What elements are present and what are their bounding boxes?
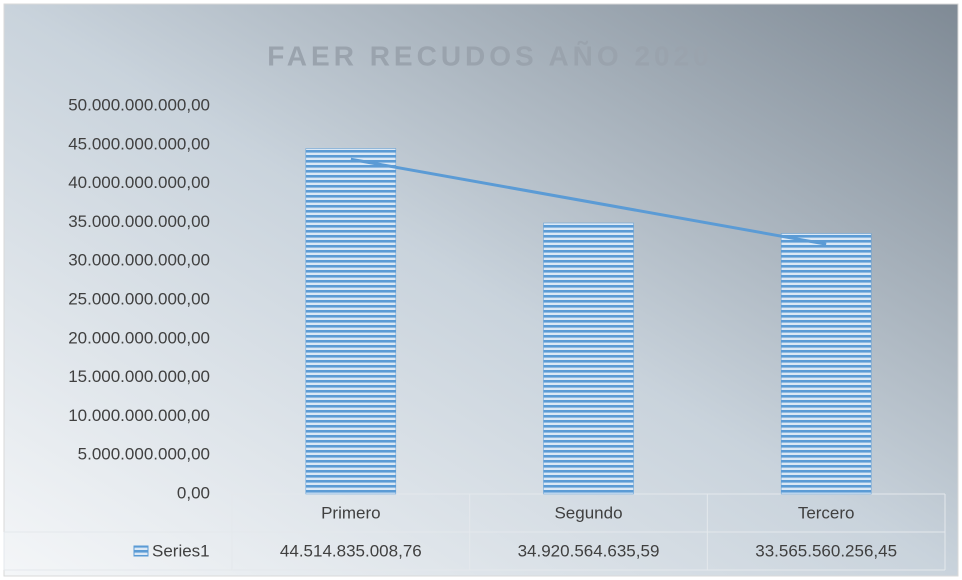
- y-tick-label: 45.000.000.000,00: [68, 134, 210, 153]
- data-label: 34.920.564.635,59: [518, 541, 660, 560]
- y-tick-label: 0,00: [177, 483, 210, 502]
- y-tick-label: 50.000.000.000,00: [68, 95, 210, 114]
- y-tick-label: 10.000.000.000,00: [68, 406, 210, 425]
- data-label: 33.565.560.256,45: [755, 541, 897, 560]
- x-tick-label: Segundo: [554, 503, 622, 522]
- bar: [543, 222, 634, 495]
- y-tick-label: 15.000.000.000,00: [68, 367, 210, 386]
- x-tick-label: Primero: [321, 503, 381, 522]
- data-label: 44.514.835.008,76: [280, 541, 422, 560]
- y-tick-label: 20.000.000.000,00: [68, 328, 210, 347]
- trendline: [350, 157, 827, 246]
- legend-label: Series1: [152, 541, 210, 560]
- y-tick-label: 5.000.000.000,00: [78, 445, 210, 464]
- y-tick-label: 25.000.000.000,00: [68, 289, 210, 308]
- y-tick-label: 35.000.000.000,00: [68, 212, 210, 231]
- legend-swatch: [133, 545, 149, 557]
- bar: [780, 233, 872, 495]
- chart-title: FAER RECUDOS AÑO 2020: [267, 40, 713, 71]
- x-tick-label: Tercero: [798, 503, 855, 522]
- bar: [305, 148, 397, 495]
- y-tick-label: 40.000.000.000,00: [68, 173, 210, 192]
- y-tick-label: 30.000.000.000,00: [68, 251, 210, 270]
